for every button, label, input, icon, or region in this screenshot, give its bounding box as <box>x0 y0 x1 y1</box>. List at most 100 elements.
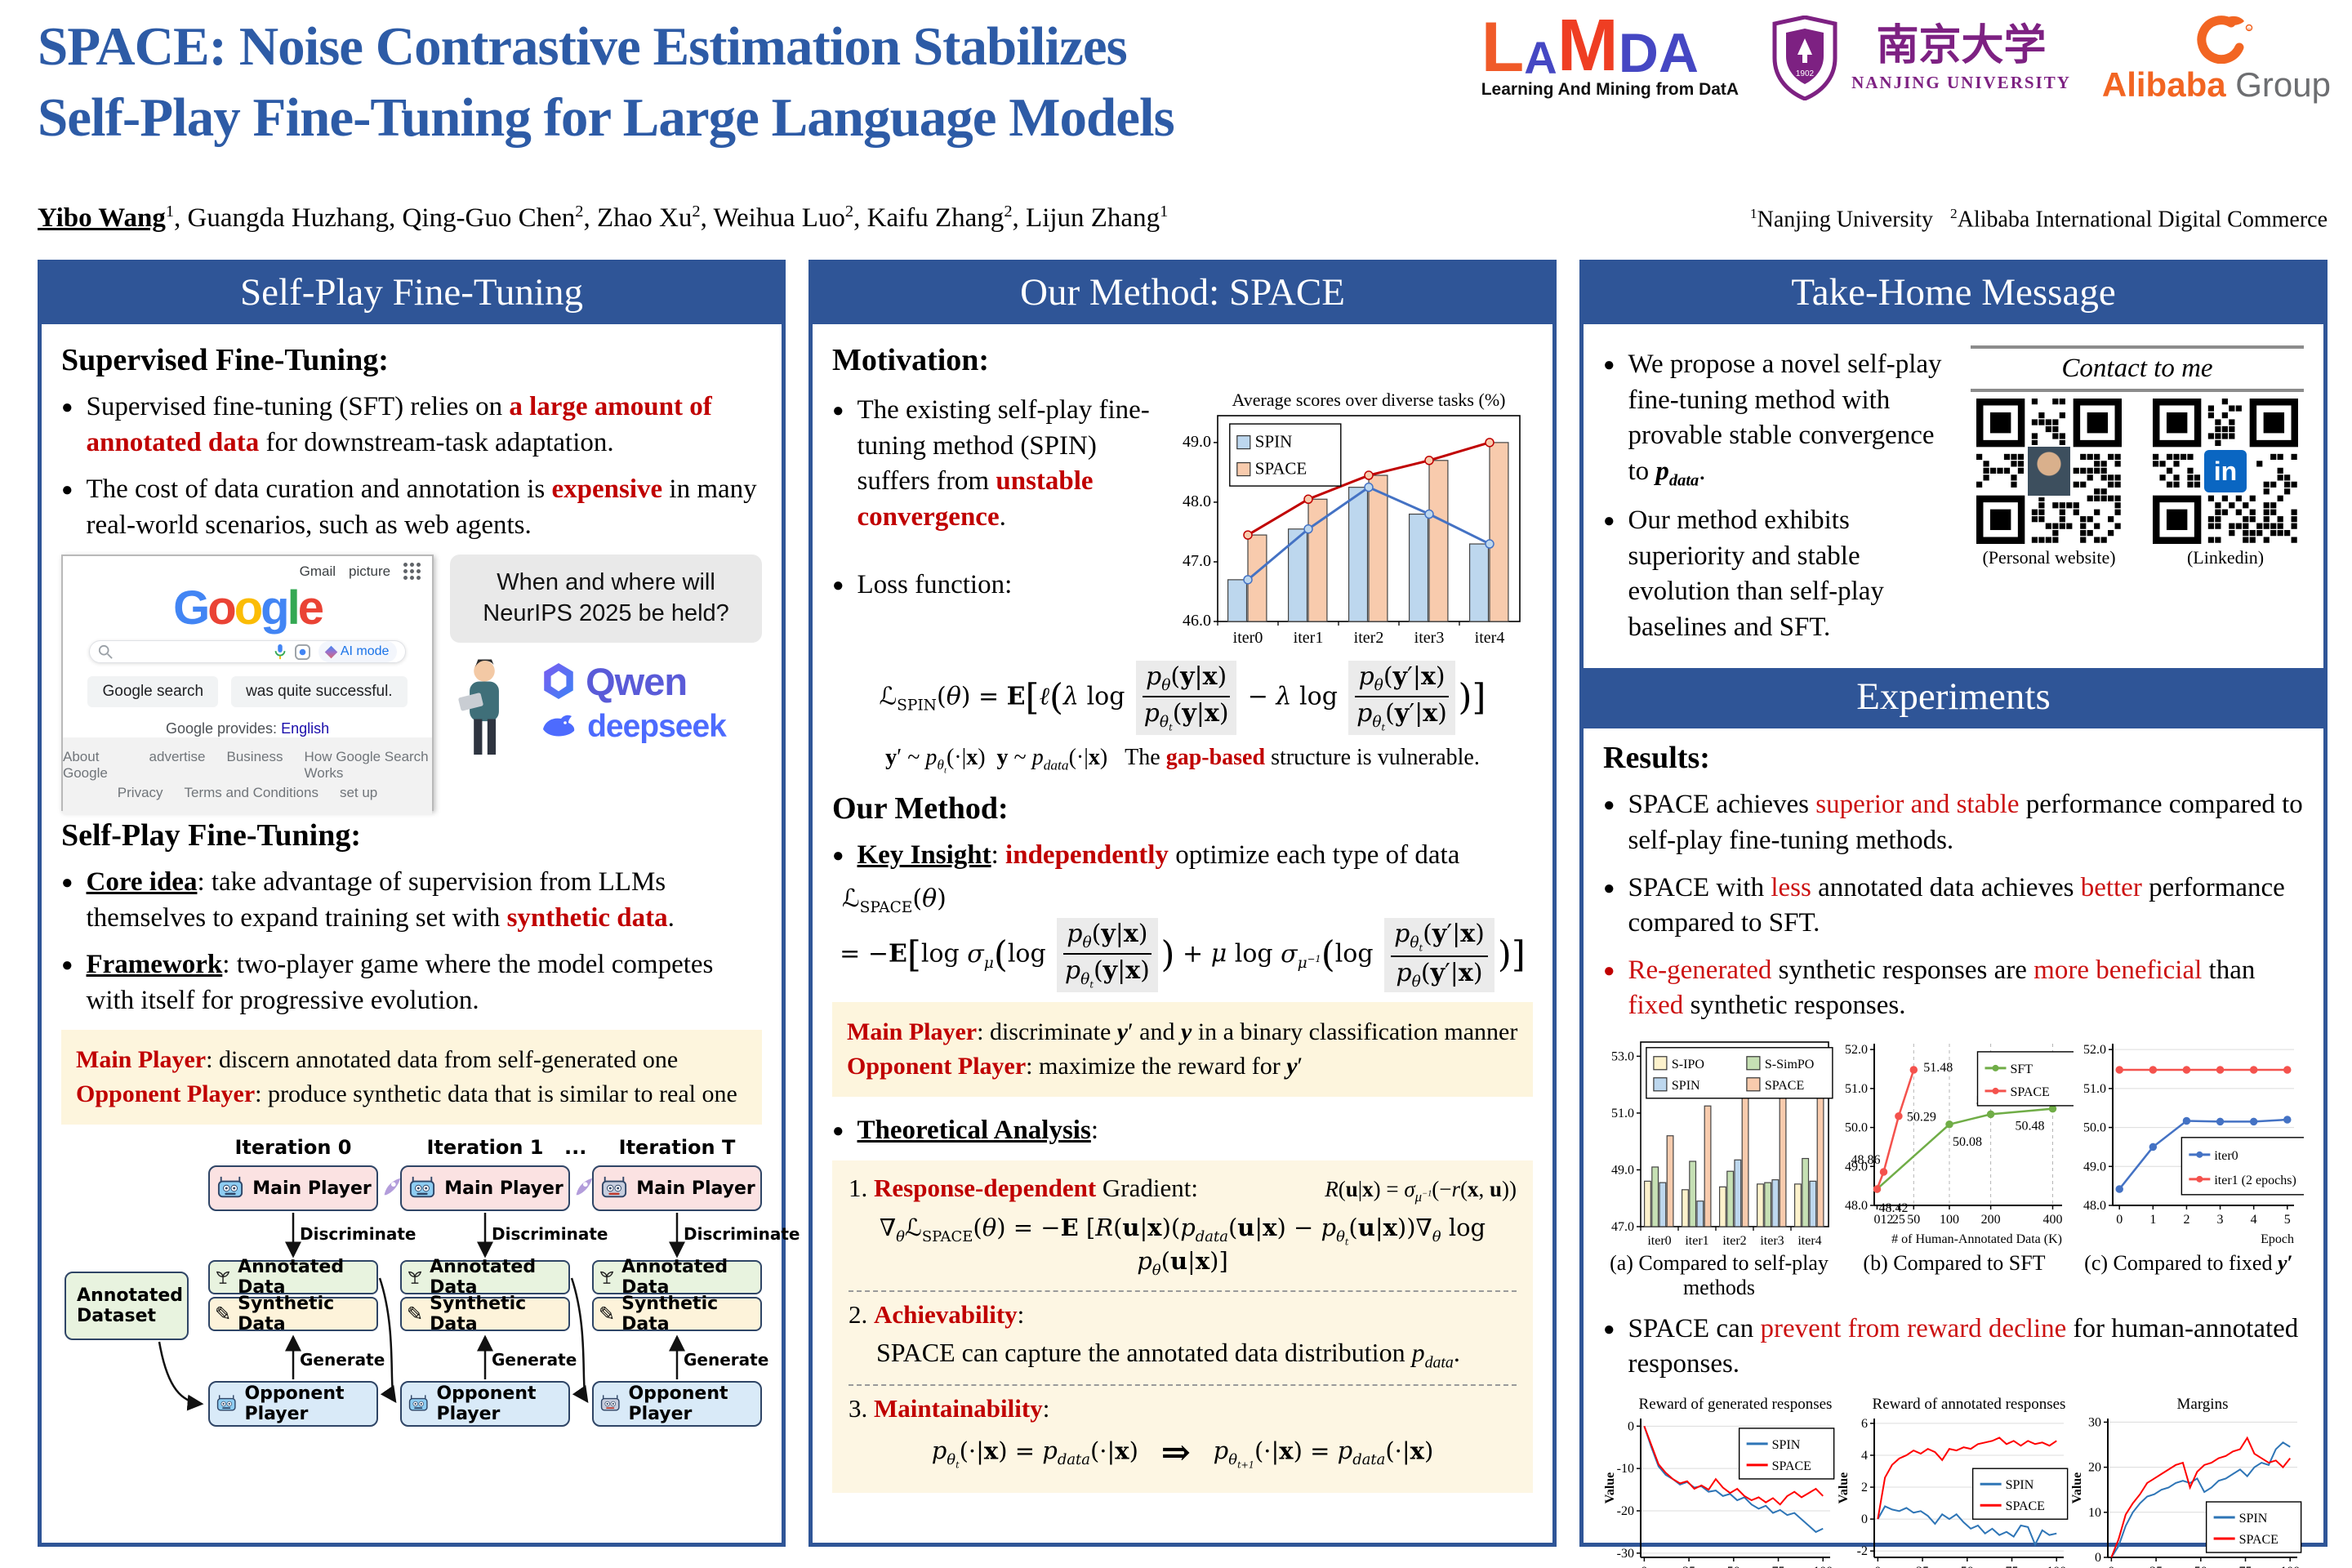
discriminate-label: Discriminate <box>300 1224 416 1245</box>
bullet-text: Core idea: take advantage of supervision… <box>86 867 675 933</box>
svg-text:SPIN: SPIN <box>1255 432 1293 452</box>
bullet-dot: ● <box>61 872 74 894</box>
main-player-role: Main Player: discriminate y′ and y in a … <box>847 1018 1518 1046</box>
panel-self-play-fine-tuning: Self-Play Fine-Tuning Supervised Fine-Tu… <box>38 260 800 1547</box>
bullet-loss-function: ● Loss function: <box>832 568 1156 604</box>
svg-text:0: 0 <box>2116 1213 2123 1227</box>
svg-text:25: 25 <box>1682 1565 1695 1568</box>
svg-text:51.0: 51.0 <box>2083 1082 2106 1096</box>
figure-b: 48.0 49.0 50.0 51.0 52.0 0 1 2 25 50 100 200 400 50.0… <box>1835 1036 2082 1300</box>
nanjing-university-logo: 1902 南京大学 NANJING UNIVERSITY <box>1770 16 2071 100</box>
picture-link: picture <box>349 563 391 579</box>
bullet-dot: ● <box>1603 1318 1615 1340</box>
svg-text:53.0: 53.0 <box>1611 1049 1634 1063</box>
bullet-text: Loss function: <box>857 570 1013 600</box>
footer-link: How Google Search Works <box>304 749 429 782</box>
theory-gradient-eq: ∇θℒSPACE(θ) = −E [R(u|x)(pdata(u|x) − pθ… <box>879 1213 1486 1280</box>
bullet-spin-unstable: ● The existing self-play fine-tuning meth… <box>832 393 1156 535</box>
svg-text:50.29: 50.29 <box>1907 1110 1936 1124</box>
bullet-sft-2: ● The cost of data curation and annotatio… <box>61 472 762 543</box>
svg-text:SPACE: SPACE <box>2011 1085 2050 1099</box>
robot-icon <box>600 1395 620 1411</box>
qwen-wordmark: Qwen <box>586 659 688 703</box>
svg-text:iter0: iter0 <box>2214 1149 2238 1163</box>
svg-text:SFT: SFT <box>2011 1062 2034 1076</box>
pencil-icon: ✎ <box>407 1303 424 1326</box>
svg-text:100: 100 <box>2047 1565 2066 1568</box>
space-loss-formula: = −E[log σμ(log pθ(y|x) pθt(y|x)) + μ log… <box>840 918 1526 993</box>
svg-text:0: 0 <box>1874 1565 1881 1568</box>
motivation-heading: Motivation: <box>832 343 990 377</box>
svg-text:Value: Value <box>1837 1472 1851 1504</box>
svg-text:75: 75 <box>2006 1565 2019 1568</box>
bullet-result-4: ● SPACE can prevent from reward decline f… <box>1603 1312 2304 1383</box>
svg-text:iter0: iter0 <box>1233 629 1263 647</box>
logo-strip: L A M D A Learning And Mining from DatA … <box>1481 5 2331 105</box>
svg-text:SPIN: SPIN <box>2239 1512 2268 1526</box>
svg-text:iter3: iter3 <box>1414 629 1445 647</box>
poster-title-line2: Self-Play Fine-Tuning for Large Language… <box>38 87 1175 149</box>
divider <box>1971 345 2304 349</box>
bullet-dot: ● <box>1603 795 1615 817</box>
caption-b: (b) Compared to SFT <box>1863 1250 2046 1275</box>
google-screenshot: Gmail picture Google AI mode <box>61 555 434 815</box>
lamda-letter: A <box>1524 31 1557 83</box>
svg-text:25: 25 <box>1916 1565 1929 1568</box>
nju-chinese-name: 南京大学 <box>1876 22 2047 69</box>
svg-text:25: 25 <box>1892 1213 1905 1227</box>
experiment-charts-row: 47.0 49.0 51.0 53.0 iter0 iter1 iter2 iter3 iter… <box>1603 1036 2330 1300</box>
svg-text:S-IPO: S-IPO <box>1672 1057 1704 1071</box>
svg-text:100: 100 <box>1813 1565 1833 1568</box>
main-player-note: Main Player: discern annotated data from… <box>76 1046 679 1074</box>
annotated-data-box: Annotated Data <box>208 1257 378 1298</box>
rocket-icon <box>384 1178 401 1196</box>
svg-text:50: 50 <box>2194 1565 2207 1568</box>
search-icon <box>98 645 113 659</box>
svg-text:Reward of annotated responses: Reward of annotated responses <box>1873 1396 2066 1413</box>
svg-text:3: 3 <box>2217 1213 2224 1227</box>
svg-text:SPIN: SPIN <box>2006 1478 2034 1492</box>
bullet-dot: ● <box>832 1120 844 1143</box>
svg-text:iter1: iter1 <box>1294 629 1324 647</box>
experiments-header: Experiments <box>1584 668 2323 729</box>
main-player-box: Main Player <box>400 1165 570 1212</box>
bullet-dot: ● <box>1603 877 1615 899</box>
svg-text:25: 25 <box>2149 1565 2163 1568</box>
svg-text:SPIN: SPIN <box>1672 1078 1700 1092</box>
svg-text:SPACE: SPACE <box>1772 1459 1811 1473</box>
svg-text:Value: Value <box>1603 1472 1617 1504</box>
svg-text:48.86: 48.86 <box>1851 1153 1881 1167</box>
google-footer: About Google advertise Business How Goog… <box>63 737 433 815</box>
alibaba-icon: R <box>2197 16 2253 64</box>
svg-text:SPACE: SPACE <box>2006 1499 2045 1513</box>
bullet-result-1: ● SPACE achieves superior and stable perf… <box>1603 787 2304 858</box>
svg-text:100: 100 <box>2280 1565 2300 1568</box>
bullet-dot: ● <box>61 479 74 501</box>
bullet-dot: ● <box>1603 960 1615 982</box>
personal-website-qr-code <box>1976 399 2122 544</box>
generate-label: Generate <box>684 1350 769 1370</box>
svg-text:100: 100 <box>1940 1213 1959 1227</box>
svg-text:48.0: 48.0 <box>2083 1199 2106 1213</box>
discriminate-label: Discriminate <box>492 1224 608 1245</box>
generate-label: Generate <box>300 1350 385 1370</box>
bullet-dot: ● <box>832 844 844 866</box>
bullet-dot: ● <box>61 955 74 977</box>
bullet-takehome-2: ● Our method exhibits superiority and sta… <box>1603 503 1956 645</box>
footer-link: Privacy <box>117 785 163 801</box>
bullet-text: Re-generated synthetic responses are mor… <box>1628 955 2256 1021</box>
players-note-box: Main Player: discern annotated data from… <box>61 1030 762 1125</box>
opponent-player-box: Opponent Player <box>400 1381 570 1428</box>
lamda-letter: M <box>1557 5 1619 87</box>
svg-text:47.0: 47.0 <box>1183 552 1211 570</box>
reward-charts-row: 0-10-20-300255075100Reward of generated … <box>1603 1394 2304 1568</box>
svg-text:50.0: 50.0 <box>2083 1120 2106 1134</box>
svg-text:75: 75 <box>1772 1565 1785 1568</box>
svg-text:10: 10 <box>2088 1506 2101 1520</box>
deepseek-whale-icon <box>543 715 575 737</box>
person-illustration <box>458 659 499 755</box>
bullet-text: The existing self-play fine-tuning metho… <box>857 395 1150 532</box>
self-play-diagram: Iteration 0 Iteration 1 ... Iteration T … <box>61 1136 800 1440</box>
google-search-bar: AI mode <box>88 640 407 664</box>
